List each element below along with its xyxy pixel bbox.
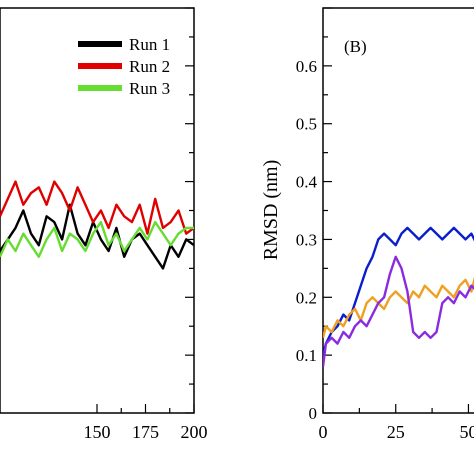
panel-a-legend: Run 1 Run 2 Run 3 [78,35,170,98]
y-tick-label: 0.3 [296,230,317,249]
y-tick-label: 0.5 [296,115,317,134]
panel-a-x-ticks: 150 175 200 [84,404,208,442]
panel-b-frame [322,7,474,414]
series-line-2 [0,180,194,235]
x-tick-label: 0 [319,422,328,442]
panel-b-label: (B) [344,37,367,56]
panel-a-y-ticks [185,7,194,414]
panel-b-y-axis-title: RMSD (nm) [260,160,282,261]
series-line-1 [323,226,474,356]
series-line-3 [323,255,474,367]
y-tick-label: 0 [309,404,318,423]
series-line-3 [0,220,194,258]
legend-label: Run 2 [129,57,170,76]
y-tick-label: 0.6 [296,57,317,76]
y-tick-label: 0.4 [296,173,318,192]
x-tick-label: 25 [387,422,405,442]
x-tick-label: 150 [84,422,111,442]
x-tick-label: 50 [459,422,474,442]
panel-b-series [323,226,474,367]
series-line-2 [323,276,474,339]
panel-b-chart: (B) RMSD (nm) 0 0.1 0.2 0.3 0.4 0.5 0.6 0 25 50 [260,7,474,442]
series-line-1 [0,203,194,270]
x-tick-label: 200 [181,422,208,442]
y-tick-label: 0.2 [296,288,317,307]
panel-a-chart: 150 175 200 Run 1 Run 2 Run 3 [0,7,208,442]
x-tick-label: 175 [132,422,159,442]
legend-label: Run 1 [129,35,170,54]
panel-a-series [0,180,194,270]
legend-label: Run 3 [129,79,170,98]
panel-b-y-ticks: 0 0.1 0.2 0.3 0.4 0.5 0.6 [296,7,332,423]
panel-b-x-ticks: 0 25 50 [319,404,474,442]
y-tick-label: 0.1 [296,346,317,365]
